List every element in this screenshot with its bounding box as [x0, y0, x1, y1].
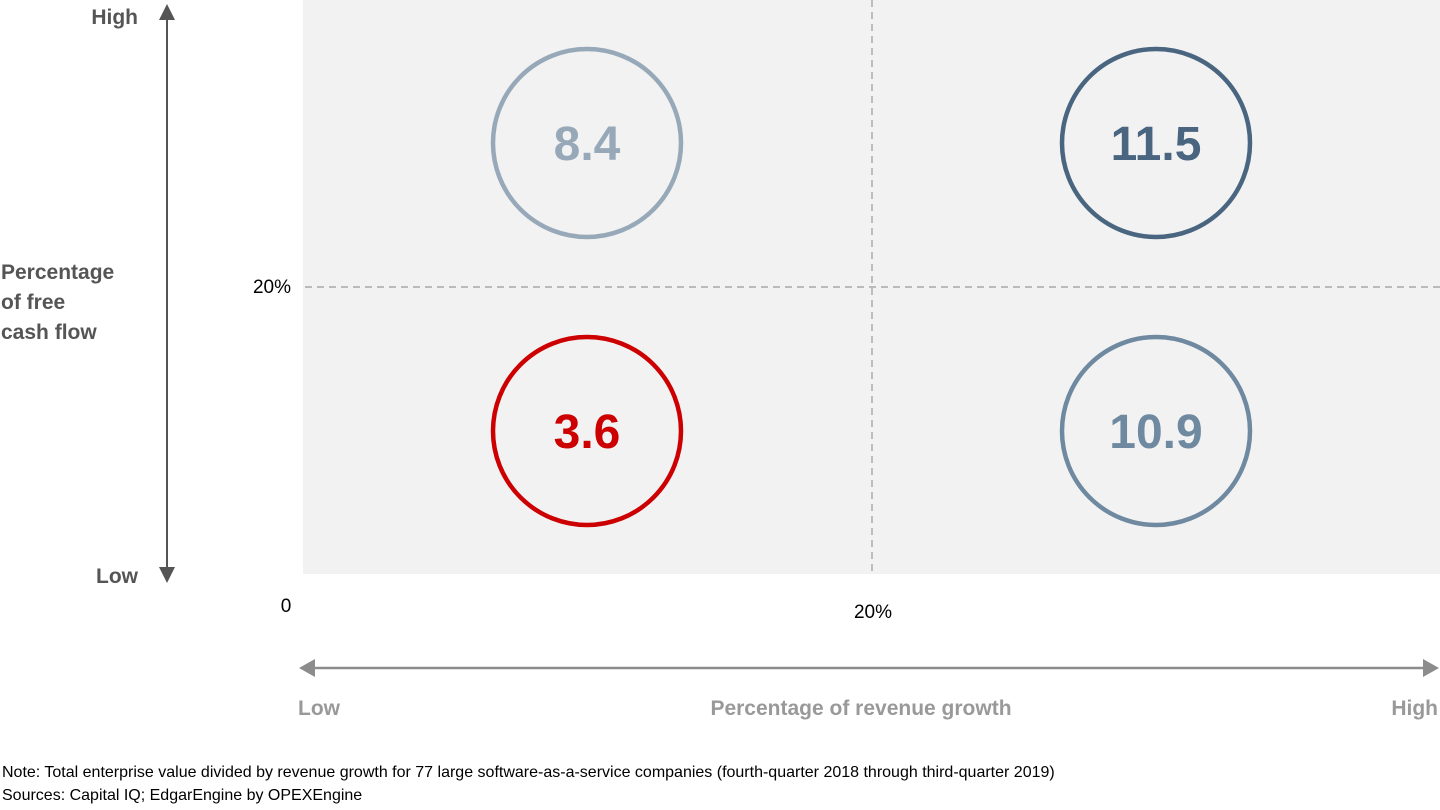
y-axis-label-line2: of free: [1, 291, 65, 314]
y-arrow-up-icon: [159, 4, 175, 20]
y-axis-label-line1: Percentage: [1, 261, 114, 284]
y-axis-label-line3: cash flow: [1, 321, 97, 344]
quadrant-circle-high-growth-high-fcf: [1059, 46, 1253, 240]
x-arrow-right-icon: [1423, 659, 1439, 677]
x-low-label: Low: [298, 697, 341, 720]
x-high-label: High: [1391, 697, 1438, 720]
quadrant-value-label: 3.6: [554, 406, 621, 459]
quadrant-value-label: 10.9: [1109, 406, 1202, 459]
x-arrow-left-icon: [299, 659, 315, 677]
y-arrow-down-icon: [159, 567, 175, 583]
footnote: Note: Total enterprise value divided by …: [2, 764, 1055, 781]
quadrant-value-label: 11.5: [1111, 118, 1202, 171]
y-low-label: Low: [96, 565, 139, 588]
y-high-label: High: [91, 6, 138, 29]
y-tick-20: 20%: [253, 277, 291, 298]
x-tick-20: 20%: [854, 602, 892, 623]
x-axis-label: Percentage of revenue growth: [710, 697, 1011, 720]
sources: Sources: Capital IQ; EdgarEngine by OPEX…: [2, 787, 363, 804]
quadrant-circle-low-growth-high-fcf: [490, 46, 684, 240]
x-tick-0: 0: [281, 596, 292, 617]
quadrant-circle-low-growth-low-fcf: [490, 334, 684, 528]
quadrant-circle-high-growth-low-fcf: [1059, 334, 1253, 528]
quadrant-value-label: 8.4: [554, 118, 621, 171]
